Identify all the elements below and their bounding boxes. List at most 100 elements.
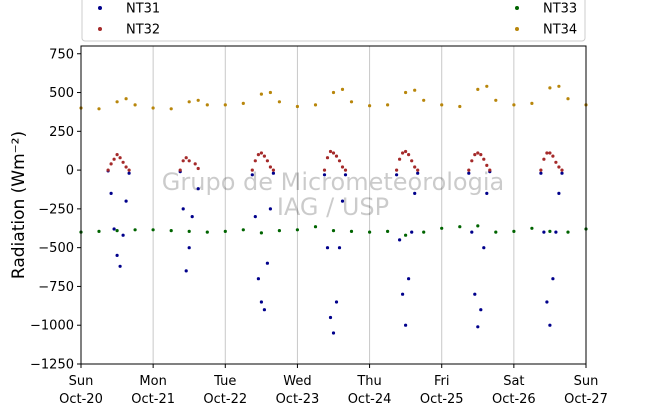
- data-point: [106, 168, 110, 172]
- data-point: [512, 103, 516, 107]
- watermark: Grupo de Micrometeorologia IAG / USP: [162, 168, 504, 221]
- data-point: [334, 154, 339, 158]
- data-point: [530, 101, 534, 105]
- x-tick-date: Oct-20: [59, 392, 103, 407]
- data-point: [395, 168, 399, 172]
- data-point: [112, 227, 116, 231]
- data-point: [343, 168, 348, 172]
- data-point: [109, 162, 113, 166]
- y-axis-label: Radiation (Wm⁻²): [9, 131, 29, 279]
- data-point: [115, 229, 119, 233]
- data-point: [488, 168, 492, 172]
- x-tick-date: Oct-22: [203, 392, 247, 407]
- data-point: [404, 149, 408, 154]
- data-point: [223, 103, 227, 107]
- data-point: [331, 331, 336, 335]
- data-point: [193, 162, 197, 166]
- y-tick-label: 250: [49, 125, 74, 140]
- data-point: [169, 107, 173, 111]
- data-point: [440, 226, 444, 230]
- data-point: [115, 153, 119, 157]
- data-point: [349, 229, 354, 233]
- data-point: [184, 156, 188, 160]
- data-point: [557, 84, 561, 88]
- data-point: [476, 325, 480, 329]
- data-point: [178, 168, 182, 172]
- y-tick-label: −1250: [30, 358, 74, 373]
- legend-item-nt32: NT32: [98, 23, 160, 38]
- data-point: [187, 159, 191, 163]
- data-point: [485, 163, 489, 167]
- grid: [152, 46, 515, 364]
- data-point: [256, 277, 260, 281]
- data-point: [422, 98, 426, 102]
- data-point: [181, 207, 185, 211]
- data-point: [476, 87, 480, 91]
- legend: NT31 NT32 NT33 NT34: [81, 0, 586, 42]
- legend-label: NT32: [126, 23, 160, 38]
- data-point: [401, 292, 405, 296]
- x-tick-date: Oct-24: [348, 392, 392, 407]
- data-point: [410, 159, 414, 163]
- legend-label: NT31: [126, 2, 160, 17]
- data-point: [277, 229, 281, 233]
- data-point: [124, 97, 128, 101]
- data-point: [551, 154, 555, 158]
- data-point: [259, 300, 263, 304]
- data-point: [184, 269, 188, 273]
- data-point: [325, 246, 330, 250]
- x-tick-day: Sun: [69, 374, 94, 389]
- data-point: [325, 156, 330, 160]
- legend-item-nt33: NT33: [515, 2, 577, 17]
- data-point: [313, 225, 318, 229]
- data-point: [467, 168, 471, 172]
- data-point: [127, 171, 131, 175]
- data-point: [268, 207, 272, 211]
- y-tick-label: 750: [49, 47, 74, 62]
- data-point: [109, 191, 113, 195]
- data-points: [79, 84, 588, 335]
- data-point: [271, 168, 275, 172]
- data-point: [407, 153, 411, 157]
- data-point: [467, 171, 471, 175]
- data-point: [410, 230, 414, 234]
- data-point: [340, 199, 345, 203]
- data-point: [470, 230, 474, 234]
- data-point: [250, 173, 254, 177]
- data-point: [458, 225, 462, 229]
- data-point: [322, 173, 327, 177]
- data-point: [554, 160, 558, 164]
- data-point: [557, 165, 561, 169]
- data-point: [337, 159, 342, 163]
- legend-marker: [98, 27, 102, 31]
- data-point: [328, 315, 333, 320]
- data-point: [554, 230, 558, 234]
- data-point: [566, 230, 570, 234]
- watermark-line-2: IAG / USP: [277, 193, 389, 221]
- data-point: [413, 191, 417, 195]
- data-point: [479, 308, 483, 312]
- data-point: [265, 261, 269, 265]
- data-point: [548, 151, 552, 155]
- data-point: [268, 165, 272, 169]
- data-point: [97, 107, 101, 111]
- x-tick-date: Oct-26: [492, 392, 536, 407]
- data-point: [223, 229, 227, 233]
- data-point: [313, 103, 318, 107]
- data-point: [265, 159, 269, 163]
- data-point: [548, 86, 552, 90]
- data-point: [566, 97, 570, 101]
- data-point: [476, 224, 480, 228]
- data-point: [190, 215, 194, 219]
- data-point: [386, 229, 390, 233]
- data-point: [328, 149, 333, 154]
- data-point: [331, 90, 336, 95]
- data-point: [241, 101, 245, 105]
- data-point: [241, 228, 245, 232]
- data-point: [416, 168, 420, 172]
- x-tick-date: Oct-23: [276, 392, 320, 407]
- data-point: [551, 277, 555, 281]
- data-point: [368, 104, 372, 108]
- data-point: [115, 100, 119, 104]
- data-point: [470, 159, 474, 163]
